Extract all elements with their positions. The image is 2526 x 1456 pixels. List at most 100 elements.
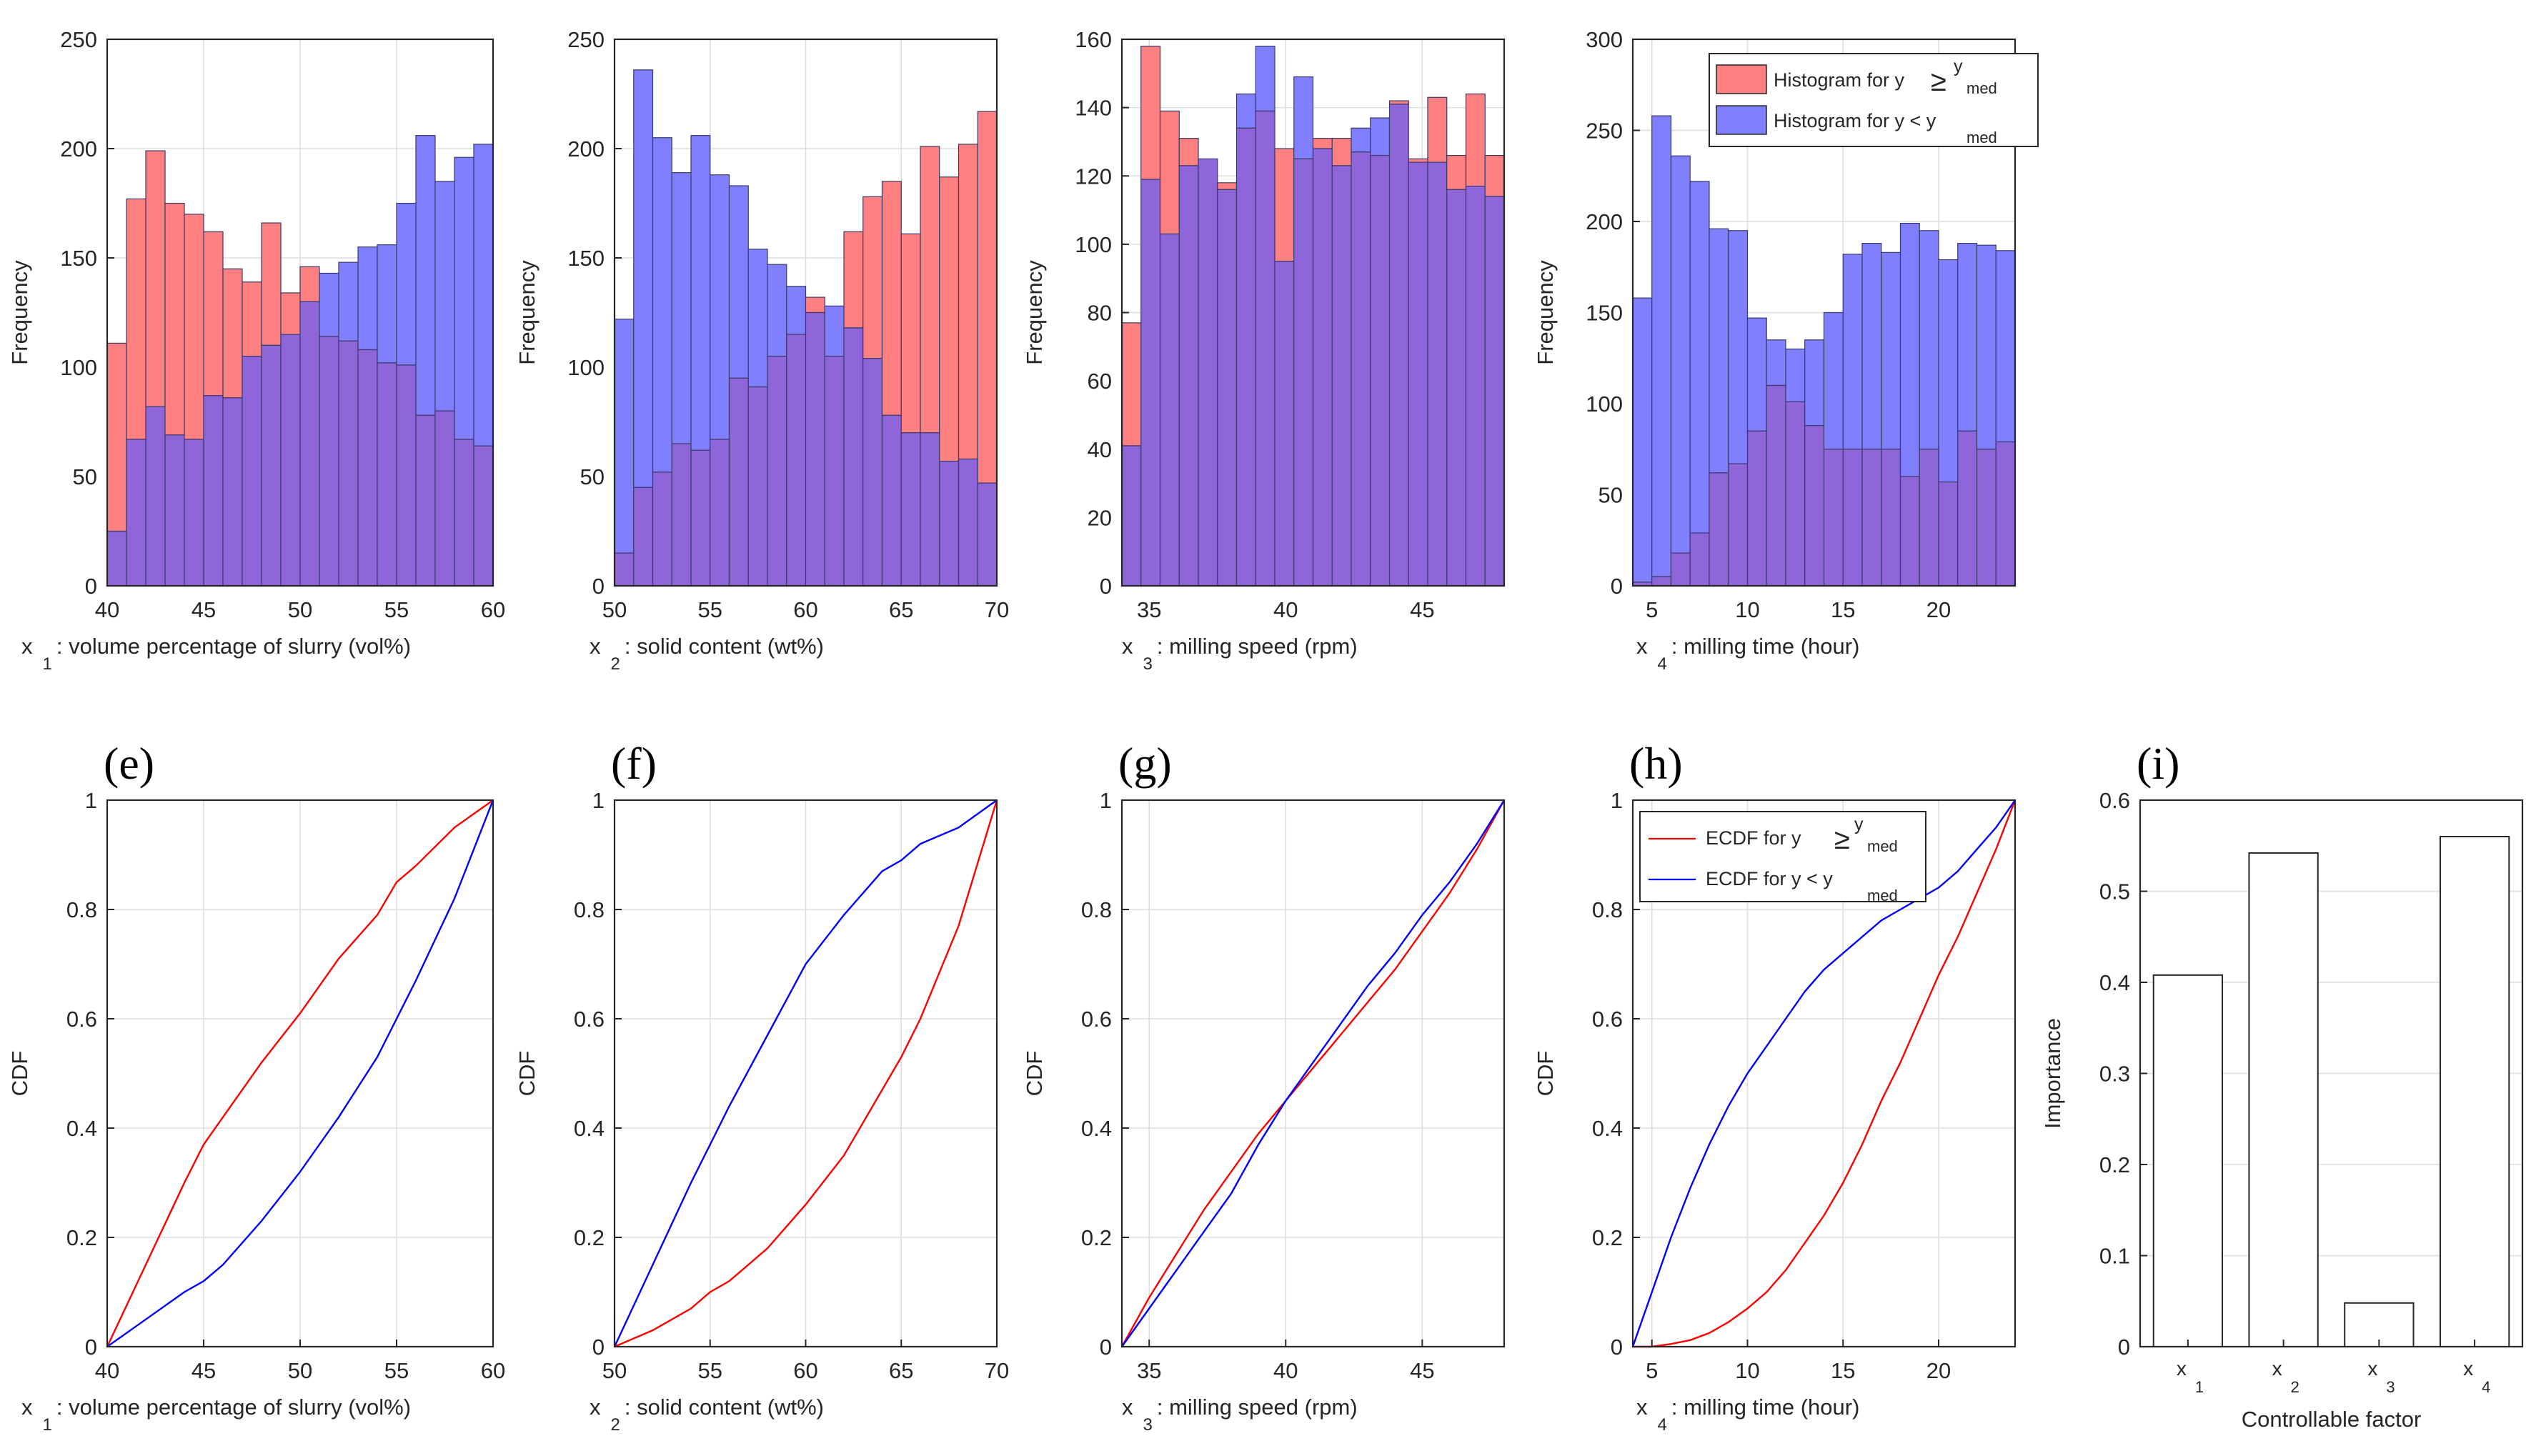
y-axis-label: Frequency	[1533, 260, 1558, 365]
histogram-bar-low	[1861, 243, 1882, 450]
axes-frame	[106, 799, 494, 1348]
legend-y-sup: y	[1854, 814, 1864, 834]
legend-subscript: med	[1867, 837, 1898, 855]
y-tick-label: 0	[592, 574, 605, 599]
x-label-colon: :	[1157, 1395, 1169, 1420]
panel-label: (e)	[104, 738, 154, 789]
x-axis-label: Controllable factor	[2242, 1407, 2422, 1432]
y-tick-label: 0.8	[1081, 897, 1112, 922]
histogram-bar-overlap	[1823, 449, 1844, 587]
legend-swatch	[1716, 64, 1767, 94]
x-tick-label: 45	[192, 597, 216, 622]
x-tick-label: x1	[2177, 1357, 2204, 1396]
histogram-bar-high	[939, 176, 960, 462]
legend-subscript: med	[1966, 129, 1997, 146]
histogram-bar-low	[1370, 117, 1391, 156]
histogram-bar-high	[920, 146, 940, 434]
histogram-bar-overlap	[377, 362, 397, 587]
histogram-bar-high	[1484, 154, 1505, 197]
panel-label: (f)	[611, 738, 657, 789]
x-tick-label: 60	[481, 1358, 505, 1383]
histogram-bar-overlap	[747, 386, 768, 587]
histogram-bar-overlap	[319, 336, 339, 587]
importance-bar	[2248, 852, 2319, 1347]
axes-frame	[2139, 799, 2524, 1348]
histogram-bar-low	[1235, 93, 1256, 129]
histogram-bar-overlap	[920, 432, 940, 587]
histogram-bar-low	[1728, 230, 1749, 464]
x-tick-label: 60	[793, 597, 817, 622]
y-tick-label: 0.6	[1592, 1007, 1623, 1032]
y-tick-label: 0.3	[2099, 1062, 2130, 1087]
histogram-bar-overlap	[222, 397, 243, 587]
y-tick-label: 100	[1075, 232, 1112, 257]
y-tick-label: 0	[1611, 574, 1623, 599]
y-axis-label: CDF	[1022, 1051, 1047, 1097]
y-tick-label: 40	[1088, 437, 1112, 462]
x-axis-label: x2: solid content (wt%)	[590, 1395, 824, 1435]
histogram-bar-overlap	[824, 356, 845, 587]
histogram-bar-overlap	[1465, 185, 1486, 587]
y-tick-label: 0	[1100, 574, 1112, 599]
histogram-bar-overlap	[415, 414, 436, 587]
histogram-bar-low	[1881, 251, 1901, 450]
y-tick-label: 160	[1075, 27, 1112, 52]
histogram-bar-high	[1121, 322, 1142, 447]
histogram-bar-overlap	[454, 439, 474, 587]
y-tick-label: 0.6	[1081, 1007, 1112, 1032]
x-label-text: milling time (hour)	[1684, 1395, 1859, 1420]
histogram-bar-overlap	[1293, 158, 1314, 587]
histogram-bar-low	[1293, 76, 1314, 159]
x-tick-label: 45	[192, 1358, 216, 1383]
histogram-bar-overlap	[690, 449, 711, 587]
histogram-bar-low	[1632, 297, 1653, 583]
legend-y-sup: y	[1954, 56, 1963, 76]
histogram-bar-low	[1651, 115, 1672, 577]
x-label-text: solid content (wt%)	[637, 634, 824, 659]
histogram-bar-overlap	[633, 487, 654, 587]
x-label-text: milling speed (rpm)	[1169, 1395, 1358, 1420]
x-axis-label: x1: volume percentage of slurry (vol%)	[21, 634, 411, 674]
histogram-bar-overlap	[1331, 165, 1352, 587]
histogram-bar-overlap	[728, 377, 749, 587]
histogram-bar-low	[1957, 243, 1978, 432]
histogram-bar-overlap	[1670, 552, 1691, 587]
histogram-bar-overlap	[1408, 161, 1428, 587]
histogram-bar-overlap	[357, 349, 378, 587]
histogram-bar-low	[1976, 244, 1997, 450]
x-variable: x	[1122, 634, 1133, 659]
histogram-bar-overlap	[1198, 158, 1218, 587]
y-tick-label: 200	[60, 136, 97, 161]
axes-frame	[1120, 799, 1506, 1348]
histogram-bar-low	[454, 156, 474, 440]
histogram-bar-high	[1140, 45, 1161, 180]
histogram-bar-low	[671, 172, 692, 444]
panel-label: (i)	[2137, 738, 2179, 789]
histogram-bar-low	[1709, 228, 1729, 474]
x-variable: x	[2272, 1357, 2282, 1380]
histogram-bar-high	[184, 214, 204, 440]
panel-c: 0 20 40 60 80 100 120 140 160 35 40 45 Frequency x3: …	[1022, 27, 1506, 674]
x-tick-label: 65	[889, 1358, 913, 1383]
x-label-colon: :	[1671, 1395, 1684, 1420]
histogram-bar-overlap	[1709, 472, 1729, 587]
histogram-bar-low	[1995, 250, 2016, 443]
y-tick-label: 100	[1586, 392, 1623, 417]
ecdf-line-high	[1633, 799, 2017, 1348]
histogram-bar-overlap	[164, 434, 185, 587]
histogram-bar-high	[299, 266, 320, 302]
histogram-bar-high	[1446, 154, 1467, 190]
histogram-bar-high	[881, 181, 902, 416]
y-tick-label: 0.5	[2099, 879, 2130, 904]
axes-frame	[106, 38, 494, 587]
histogram-bar-overlap	[396, 364, 417, 587]
importance-bar	[2439, 836, 2510, 1347]
x-tick-label: 10	[1735, 597, 1759, 622]
y-tick-label: 200	[567, 136, 605, 161]
histogram-bar-overlap	[1746, 430, 1767, 587]
x-tick-label: 5	[1646, 597, 1658, 622]
histogram-bar-overlap	[434, 410, 455, 587]
x-tick-label: 55	[384, 597, 409, 622]
histogram-bar-high	[145, 150, 166, 407]
